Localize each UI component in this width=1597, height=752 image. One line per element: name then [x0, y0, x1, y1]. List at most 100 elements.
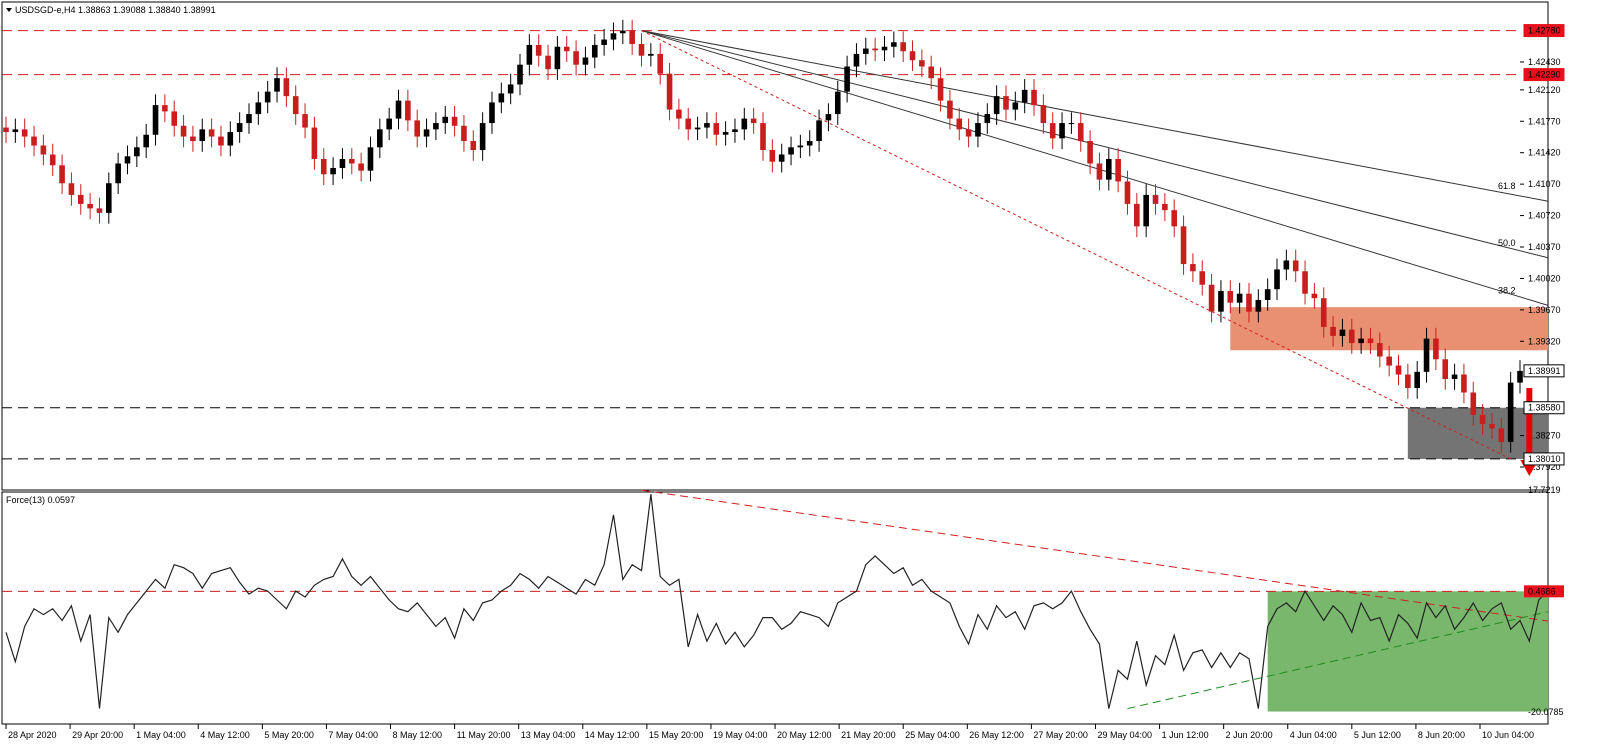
candle-body — [1190, 264, 1196, 272]
down-arrow-shaft — [1526, 387, 1533, 462]
level-label-1.38010: 1.38010 — [1528, 454, 1561, 464]
candle-body — [1012, 102, 1019, 110]
candle-body — [367, 147, 374, 171]
triangle-down-icon[interactable] — [6, 8, 12, 12]
time-tick-label: 7 May 04:00 — [328, 730, 378, 740]
candle-body — [1423, 338, 1430, 372]
candle-body — [377, 129, 383, 148]
candle-body — [535, 44, 542, 56]
time-tick-label: 4 Jun 04:00 — [1290, 730, 1337, 740]
price-tick-label: 1.37920 — [1528, 462, 1561, 472]
candle-body — [657, 53, 664, 74]
candle-body — [1180, 226, 1187, 265]
candle-body — [498, 93, 505, 103]
time-tick-label: 29 Apr 20:00 — [72, 730, 123, 740]
level-label-box — [1523, 24, 1565, 38]
candle-body — [405, 100, 411, 121]
candle-body — [1377, 343, 1383, 357]
candle-body — [283, 78, 290, 97]
time-tick-label: 4 May 12:00 — [200, 730, 250, 740]
time-tick-label: 13 May 04:00 — [521, 730, 576, 740]
candle-body — [685, 118, 692, 130]
candle-body — [750, 118, 757, 124]
candle-body — [264, 91, 271, 103]
candle-body — [1517, 370, 1523, 383]
time-tick-label: 14 May 12:00 — [585, 730, 640, 740]
lines-layer: 61.8 50.0 38.2 — [641, 30, 1549, 460]
candle-body — [134, 147, 140, 157]
candle-body — [302, 114, 308, 128]
candle-body — [1339, 329, 1346, 336]
candle-body — [1479, 414, 1486, 424]
candle-body — [31, 136, 37, 146]
zones-layer — [1230, 307, 1549, 459]
support-zone — [1407, 407, 1549, 459]
candle-body — [68, 183, 75, 195]
level-label-1.38580: 1.38580 — [1528, 403, 1561, 413]
candle-body — [741, 118, 748, 130]
candle-body — [610, 33, 617, 40]
candle-body — [1320, 298, 1327, 327]
level-label-1.38991: 1.38991 — [1528, 366, 1561, 376]
force-red-trendline — [641, 489, 1549, 622]
candle-body — [1096, 163, 1103, 180]
candle-body — [872, 48, 878, 51]
candle-body — [704, 123, 710, 128]
candle-body — [1274, 269, 1280, 290]
candle-body — [12, 129, 19, 133]
time-tick-label: 1 May 04:00 — [136, 730, 186, 740]
force-level-label-box — [1524, 585, 1564, 598]
time-tick-label: 10 Jun 04:00 — [1482, 730, 1534, 740]
price-panel-frame — [1, 1, 1549, 491]
candle-body — [993, 96, 1000, 115]
fan-label-38.2: 38.2 — [1498, 285, 1516, 295]
candle-body — [143, 134, 149, 148]
candle-body — [1283, 260, 1290, 270]
level-label-box — [1523, 364, 1565, 378]
candle-body — [320, 158, 327, 175]
candle-body — [1134, 203, 1140, 227]
candle-body — [1507, 382, 1514, 442]
labels-layer: 1.42780 1.42290 1.38991 1.38580 1.38010 0.468… — [1520, 24, 1565, 598]
candle-body — [769, 150, 776, 162]
candle-body — [1405, 374, 1411, 388]
candles-layer — [3, 19, 1523, 453]
candle-body — [1218, 291, 1224, 312]
candle-body — [3, 127, 9, 133]
candle-body — [77, 194, 84, 204]
candle-body — [348, 158, 355, 164]
candle-body — [423, 129, 430, 137]
fan-line-38.2 — [641, 30, 1549, 306]
symbol-readout: USDSGD-e,H4 1.38863 1.39088 1.38840 1.38… — [15, 5, 216, 15]
candle-body — [620, 30, 626, 34]
time-tick-label: 25 May 04:00 — [905, 730, 960, 740]
fan-line-61.8 — [641, 30, 1549, 202]
price-tick-label: 1.41070 — [1528, 179, 1561, 189]
candle-body — [1489, 423, 1495, 429]
time-tick-label: 2 Jun 20:00 — [1226, 730, 1273, 740]
descending-trendline — [641, 30, 1511, 460]
force-layer — [2, 489, 1549, 712]
candle-body — [526, 44, 533, 65]
candle-body — [760, 123, 766, 151]
candle-body — [1227, 291, 1234, 303]
candle-body — [928, 66, 935, 79]
time-tick-label: 11 May 20:00 — [457, 730, 511, 740]
candle-body — [1255, 299, 1262, 312]
candle-body — [1414, 371, 1421, 388]
candle-body — [909, 51, 916, 61]
candle-body — [825, 114, 832, 121]
price-tick-label: 1.39670 — [1528, 305, 1561, 315]
price-tick-label: 1.39320 — [1528, 336, 1561, 346]
time-tick-label: 26 May 12:00 — [969, 730, 1024, 740]
candle-body — [208, 129, 215, 137]
time-tick-label: 19 May 04:00 — [713, 730, 768, 740]
candle-body — [1367, 338, 1374, 344]
candle-body — [694, 127, 701, 130]
candle-body — [1358, 338, 1364, 344]
fan-line-50.0 — [641, 30, 1549, 259]
candle-body — [984, 114, 991, 124]
candle-body — [1442, 359, 1449, 380]
bullish-force-zone — [1267, 591, 1549, 712]
candle-body — [638, 44, 645, 56]
